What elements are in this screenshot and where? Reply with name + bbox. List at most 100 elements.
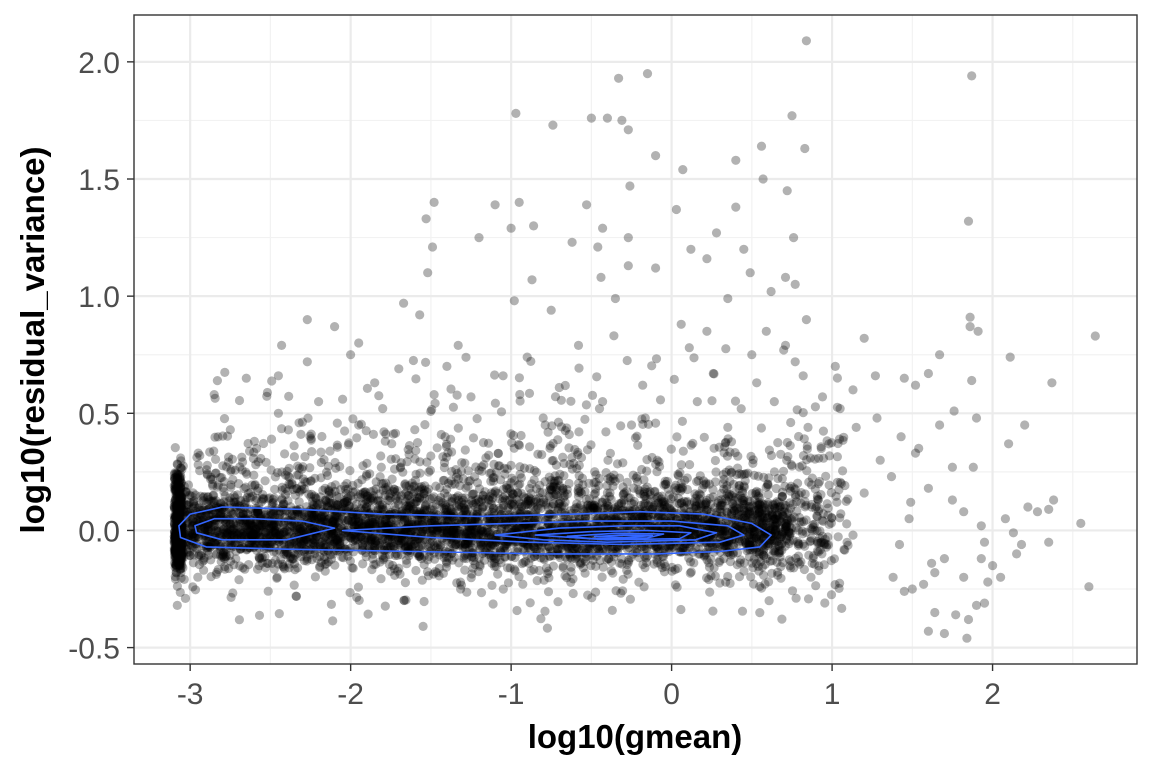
data-point: [237, 465, 247, 475]
data-point: [676, 498, 687, 508]
data-point: [586, 538, 596, 548]
data-point: [645, 490, 655, 500]
data-point: [756, 141, 767, 151]
data-point: [438, 568, 448, 579]
data-point: [235, 561, 245, 571]
data-point: [812, 494, 823, 504]
data-point: [326, 482, 337, 492]
data-point: [373, 510, 383, 520]
data-point: [460, 565, 470, 575]
data-point: [296, 429, 306, 439]
data-point: [552, 544, 563, 554]
data-point: [246, 515, 256, 525]
data-point: [498, 584, 508, 594]
data-point: [375, 500, 385, 510]
data-point: [843, 494, 853, 504]
data-point: [401, 526, 411, 536]
data-point: [896, 432, 906, 442]
data-point: [550, 471, 560, 481]
data-point: [722, 526, 732, 536]
data-point: [193, 572, 203, 582]
data-point: [586, 113, 597, 123]
data-point: [581, 400, 592, 410]
data-point: [269, 493, 279, 503]
data-point: [353, 514, 363, 524]
data-point: [690, 529, 700, 539]
data-point: [752, 378, 762, 388]
data-point: [715, 556, 725, 566]
data-point: [622, 355, 632, 366]
data-point: [240, 495, 250, 505]
data-point: [741, 538, 751, 548]
data-point: [768, 500, 779, 510]
data-point: [851, 422, 861, 432]
data-point: [717, 500, 727, 510]
data-point: [378, 503, 388, 513]
data-point: [744, 523, 754, 533]
data-point: [525, 442, 535, 452]
data-point: [543, 587, 554, 597]
data-point: [229, 491, 239, 501]
data-point: [486, 468, 496, 478]
data-point: [466, 496, 477, 506]
data-point: [927, 558, 937, 568]
data-point: [564, 443, 574, 453]
data-point: [374, 391, 384, 401]
data-point: [548, 120, 558, 130]
data-point: [362, 383, 372, 393]
data-point: [623, 261, 633, 271]
data-point: [531, 467, 542, 477]
data-point: [439, 549, 450, 559]
data-point: [722, 481, 732, 491]
data-point: [467, 536, 477, 546]
data-point: [226, 536, 236, 546]
data-point: [252, 529, 262, 539]
data-point: [211, 496, 221, 506]
data-point: [786, 417, 796, 428]
data-point: [467, 497, 477, 508]
data-point: [435, 483, 445, 493]
data-point: [667, 528, 677, 538]
data-point: [326, 505, 336, 515]
data-point: [791, 593, 801, 603]
data-point: [766, 450, 777, 461]
data-point: [793, 557, 803, 567]
data-point: [215, 473, 225, 483]
data-point: [446, 384, 456, 394]
data-point: [670, 483, 680, 493]
data-point: [410, 425, 420, 435]
data-point: [565, 527, 575, 537]
data-point: [228, 475, 238, 485]
data-point: [630, 433, 641, 443]
data-point: [439, 475, 449, 485]
data-point: [752, 543, 762, 553]
data-point: [710, 455, 721, 466]
data-point: [790, 279, 800, 289]
data-point: [481, 527, 491, 538]
data-point: [639, 475, 649, 485]
data-point: [793, 478, 803, 488]
data-point: [246, 487, 256, 497]
data-point: [202, 526, 212, 536]
data-point: [629, 496, 639, 507]
data-point: [429, 197, 439, 207]
data-point: [243, 527, 254, 537]
data-point: [227, 525, 237, 536]
data-point: [459, 506, 469, 516]
data-point: [307, 504, 317, 514]
data-point: [1023, 502, 1033, 512]
data-point: [280, 449, 290, 459]
data-point: [638, 559, 648, 570]
data-point: [622, 477, 632, 487]
data-point: [458, 543, 468, 553]
data-point: [306, 539, 316, 549]
data-point: [632, 545, 642, 555]
data-point: [389, 564, 400, 574]
data-point: [1049, 495, 1059, 505]
data-point: [376, 574, 386, 584]
data-point: [773, 510, 783, 520]
data-point: [286, 538, 296, 548]
data-point: [771, 483, 781, 494]
data-point: [330, 519, 340, 529]
data-point: [243, 509, 253, 519]
